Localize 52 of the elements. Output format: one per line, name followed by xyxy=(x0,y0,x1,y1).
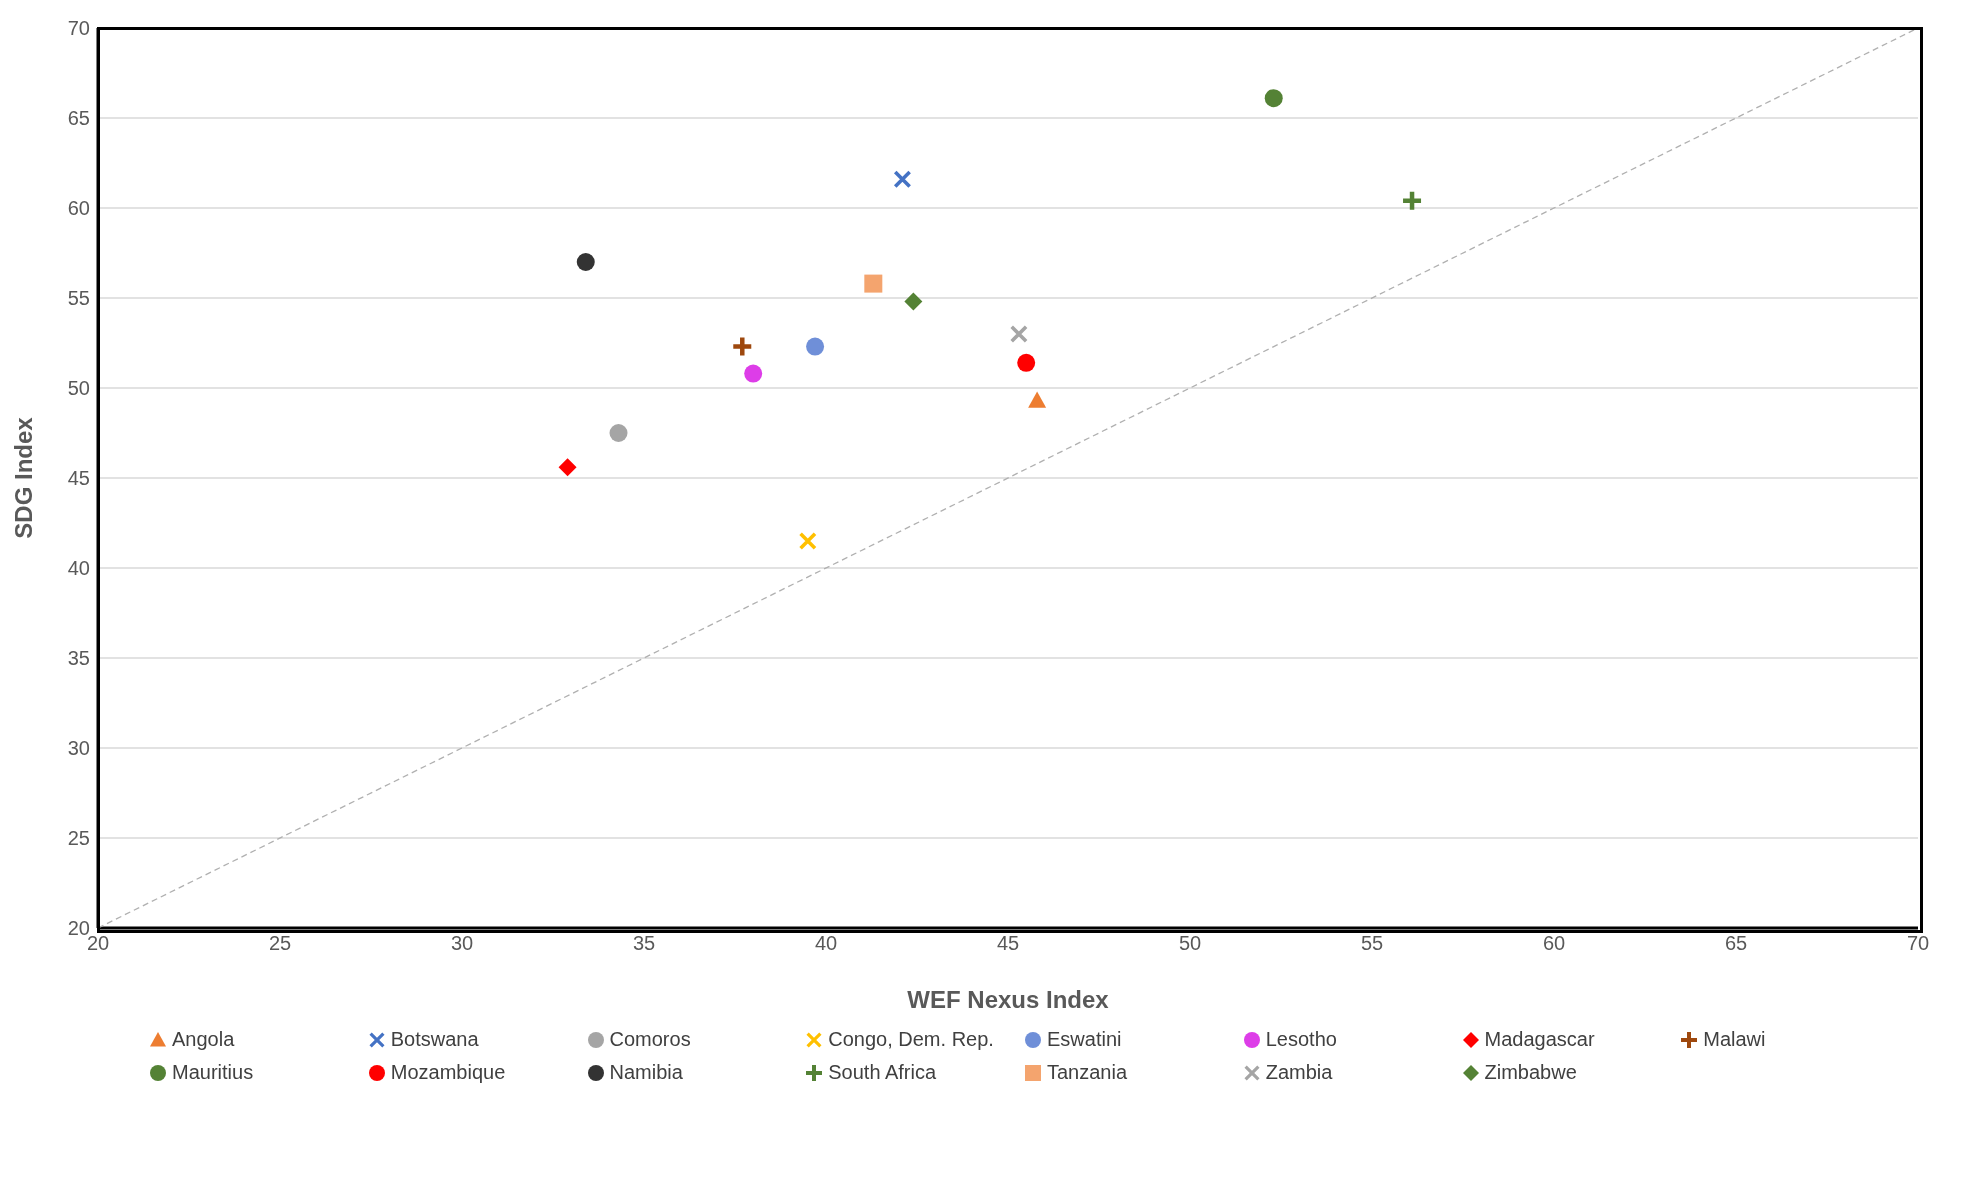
legend-label: Zambia xyxy=(1265,1061,1333,1084)
legend-label: Comoros xyxy=(609,1028,691,1051)
point xyxy=(576,253,595,271)
x-tick-label: 60 xyxy=(1542,932,1566,955)
x-tick-label: 55 xyxy=(1360,932,1384,955)
point xyxy=(1264,89,1283,108)
point xyxy=(1400,189,1424,213)
point xyxy=(1017,353,1036,372)
x-tick-label: 50 xyxy=(1178,932,1202,955)
point xyxy=(1028,391,1047,408)
y-tick-label: 30 xyxy=(67,737,90,760)
legend-label: Lesotho xyxy=(1265,1028,1337,1051)
legend-label: Tanzania xyxy=(1047,1061,1128,1084)
legend-label: South Africa xyxy=(828,1061,937,1084)
y-tick-label: 45 xyxy=(67,467,90,490)
point xyxy=(731,335,754,358)
x-tick-label: 65 xyxy=(1724,932,1748,955)
x-tick-label: 35 xyxy=(632,932,656,955)
point xyxy=(864,274,883,293)
point xyxy=(609,424,628,442)
x-tick-label: 40 xyxy=(814,932,838,955)
y-tick-label: 55 xyxy=(67,287,90,310)
legend-label: Zimbabwe xyxy=(1484,1061,1577,1084)
y-tick-label: 40 xyxy=(67,557,90,580)
legend-label: Angola xyxy=(172,1028,235,1051)
x-tick-label: 30 xyxy=(450,932,474,955)
y-tick-label: 60 xyxy=(67,197,90,220)
point xyxy=(744,364,763,383)
x-axis-title: WEF Nexus Index xyxy=(907,986,1110,1013)
point xyxy=(904,292,923,311)
point xyxy=(558,458,577,477)
legend-label: Mauritius xyxy=(172,1061,254,1084)
point xyxy=(893,170,912,189)
y-tick-label: 70 xyxy=(67,17,90,40)
legend-label: Congo, Dem. Rep. xyxy=(828,1028,994,1051)
y-tick-label: 25 xyxy=(67,827,90,850)
y-tick-label: 35 xyxy=(67,647,90,670)
legend-label: Mozambique xyxy=(390,1061,506,1084)
x-tick-label: 45 xyxy=(996,932,1020,955)
point xyxy=(798,532,817,550)
x-tick-label: 25 xyxy=(268,932,292,955)
point xyxy=(1009,325,1028,343)
legend-label: Eswatini xyxy=(1047,1028,1122,1051)
legend-label: Namibia xyxy=(609,1061,683,1084)
point xyxy=(806,337,825,356)
y-tick-label: 50 xyxy=(67,377,90,400)
legend-label: Madagascar xyxy=(1484,1028,1595,1051)
y-axis-title: SDG Index xyxy=(9,416,37,539)
x-tick-label: 70 xyxy=(1906,932,1930,955)
legend-label: Botswana xyxy=(390,1028,479,1051)
legend-label: Malawi xyxy=(1703,1028,1766,1051)
y-tick-label: 65 xyxy=(67,107,90,130)
